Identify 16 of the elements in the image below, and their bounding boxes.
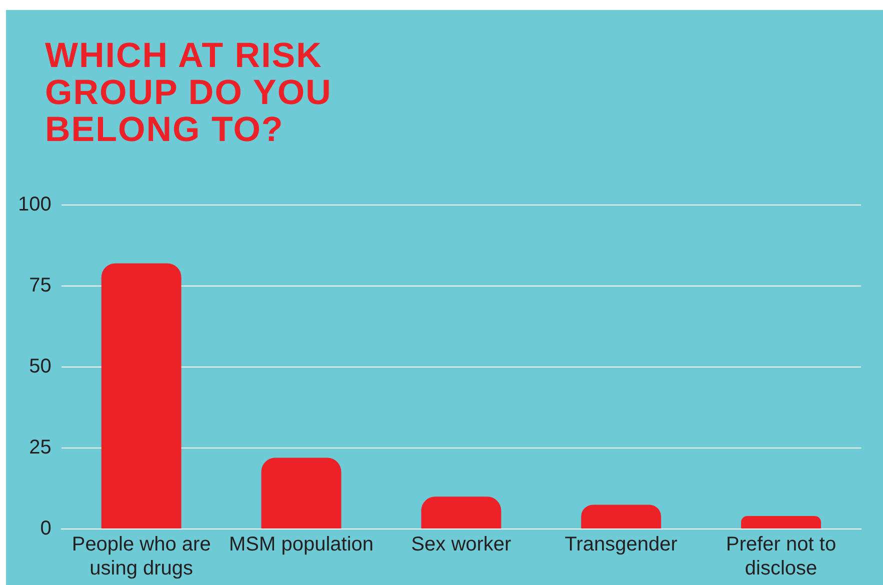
bar — [581, 504, 662, 528]
y-tick-label: 0 — [40, 518, 52, 540]
y-tick-label: 25 — [29, 436, 52, 459]
bar — [101, 263, 182, 528]
y-tick-label: 50 — [29, 356, 52, 378]
x-tick-label: Prefer not to disclose — [726, 534, 836, 580]
bar — [261, 458, 342, 528]
x-tick-label: Transgender — [564, 534, 678, 556]
bar — [741, 516, 822, 528]
bar — [421, 496, 502, 528]
y-tick-label: 100 — [18, 194, 52, 216]
x-tick-label: Sex worker — [411, 534, 512, 556]
x-tick-label: MSM population — [228, 534, 374, 556]
y-tick-label: 75 — [29, 274, 52, 297]
chart-title: WHICH AT RISK GROUP DO YOU BELONG TO? — [45, 36, 333, 148]
x-tick-label: People who are using drugs — [72, 534, 211, 580]
